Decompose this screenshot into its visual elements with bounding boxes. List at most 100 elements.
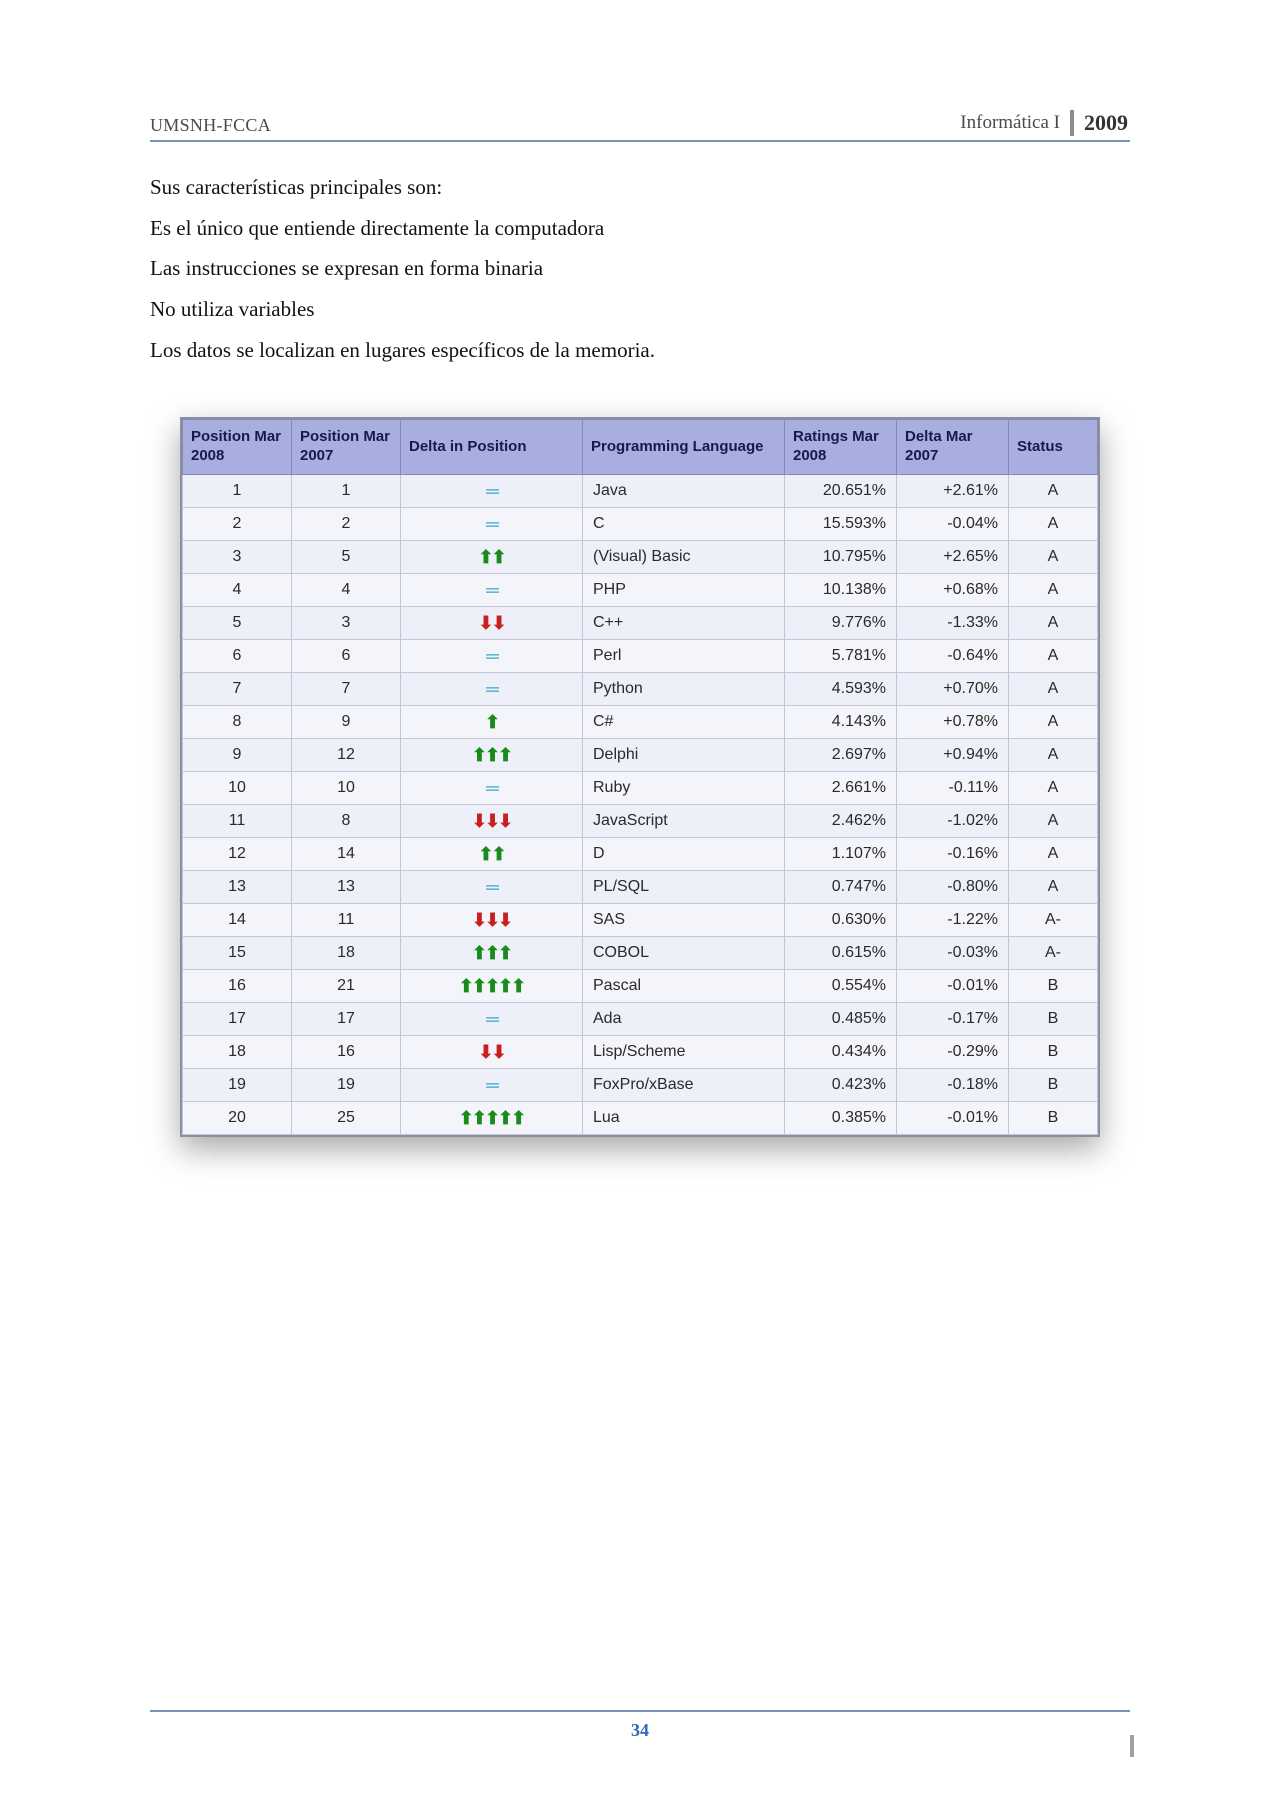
cell-ratings: 2.697% bbox=[785, 738, 897, 771]
cell-status: A bbox=[1009, 507, 1098, 540]
cell-position-2008: 20 bbox=[183, 1101, 292, 1134]
cell-language: Pascal bbox=[583, 969, 785, 1002]
arrow-up-icon: ⬆⬆⬆ bbox=[472, 943, 511, 963]
arrow-up-icon: ⬆⬆ bbox=[478, 844, 504, 864]
cell-ratings: 0.385% bbox=[785, 1101, 897, 1134]
rankings-table-container: Position Mar 2008 Position Mar 2007 Delt… bbox=[180, 417, 1100, 1137]
table-head: Position Mar 2008 Position Mar 2007 Delt… bbox=[183, 420, 1098, 475]
table-row: 2025⬆⬆⬆⬆⬆Lua0.385%-0.01%B bbox=[183, 1101, 1098, 1134]
equals-icon: ═ bbox=[486, 778, 497, 798]
cell-delta-rating: +0.94% bbox=[897, 738, 1009, 771]
cell-status: A bbox=[1009, 573, 1098, 606]
cell-delta-position: ═ bbox=[401, 474, 583, 507]
cell-delta-rating: -0.04% bbox=[897, 507, 1009, 540]
cell-delta-rating: -0.11% bbox=[897, 771, 1009, 804]
equals-icon: ═ bbox=[486, 481, 497, 501]
cell-delta-position: ═ bbox=[401, 639, 583, 672]
cell-position-2008: 6 bbox=[183, 639, 292, 672]
cell-position-2007: 1 bbox=[292, 474, 401, 507]
cell-position-2007: 18 bbox=[292, 936, 401, 969]
cell-delta-position: ⬆⬆⬆ bbox=[401, 738, 583, 771]
col-header-delta-position: Delta in Position bbox=[401, 420, 583, 475]
col-header-language: Programming Language bbox=[583, 420, 785, 475]
cell-status: B bbox=[1009, 969, 1098, 1002]
cell-position-2008: 8 bbox=[183, 705, 292, 738]
cell-position-2008: 2 bbox=[183, 507, 292, 540]
table-row: 66═Perl5.781%-0.64%A bbox=[183, 639, 1098, 672]
cell-position-2008: 12 bbox=[183, 837, 292, 870]
cell-ratings: 9.776% bbox=[785, 606, 897, 639]
cell-ratings: 10.795% bbox=[785, 540, 897, 573]
cell-status: A bbox=[1009, 804, 1098, 837]
cell-ratings: 5.781% bbox=[785, 639, 897, 672]
cell-position-2007: 13 bbox=[292, 870, 401, 903]
col-header-status: Status bbox=[1009, 420, 1098, 475]
table-body: 11═Java20.651%+2.61%A22═C15.593%-0.04%A3… bbox=[183, 474, 1098, 1134]
cell-position-2008: 14 bbox=[183, 903, 292, 936]
table-row: 1717═Ada0.485%-0.17%B bbox=[183, 1002, 1098, 1035]
cell-delta-position: ⬆⬆⬆ bbox=[401, 936, 583, 969]
table-row: 1919═FoxPro/xBase0.423%-0.18%B bbox=[183, 1068, 1098, 1101]
cell-ratings: 0.485% bbox=[785, 1002, 897, 1035]
cell-status: A- bbox=[1009, 903, 1098, 936]
equals-icon: ═ bbox=[486, 646, 497, 666]
equals-icon: ═ bbox=[486, 580, 497, 600]
arrow-up-icon: ⬆ bbox=[485, 712, 498, 732]
arrow-up-icon: ⬆⬆⬆⬆⬆ bbox=[459, 1108, 524, 1128]
arrow-down-icon: ⬇⬇ bbox=[478, 1042, 504, 1062]
cell-position-2007: 6 bbox=[292, 639, 401, 672]
cell-status: B bbox=[1009, 1101, 1098, 1134]
cell-ratings: 0.554% bbox=[785, 969, 897, 1002]
cell-position-2008: 1 bbox=[183, 474, 292, 507]
cell-delta-rating: -1.33% bbox=[897, 606, 1009, 639]
cell-delta-rating: +2.61% bbox=[897, 474, 1009, 507]
table-row: 22═C15.593%-0.04%A bbox=[183, 507, 1098, 540]
paragraph: Los datos se localizan en lugares especí… bbox=[150, 333, 1130, 368]
cell-status: A- bbox=[1009, 936, 1098, 969]
page-number: 34 bbox=[631, 1720, 649, 1740]
cell-delta-rating: +0.68% bbox=[897, 573, 1009, 606]
table-row: 1518⬆⬆⬆COBOL0.615%-0.03%A- bbox=[183, 936, 1098, 969]
arrow-down-icon: ⬇⬇⬇ bbox=[472, 910, 511, 930]
cell-status: A bbox=[1009, 705, 1098, 738]
cell-delta-rating: -1.22% bbox=[897, 903, 1009, 936]
cell-delta-rating: -0.01% bbox=[897, 969, 1009, 1002]
cell-status: A bbox=[1009, 672, 1098, 705]
cell-delta-position: ⬆⬆ bbox=[401, 540, 583, 573]
cell-delta-rating: -0.16% bbox=[897, 837, 1009, 870]
cell-position-2007: 9 bbox=[292, 705, 401, 738]
cell-delta-position: ═ bbox=[401, 1068, 583, 1101]
col-header-position-2007: Position Mar 2007 bbox=[292, 420, 401, 475]
table-row: 1313═PL/SQL0.747%-0.80%A bbox=[183, 870, 1098, 903]
cell-delta-rating: -0.80% bbox=[897, 870, 1009, 903]
cell-status: B bbox=[1009, 1035, 1098, 1068]
cell-position-2008: 9 bbox=[183, 738, 292, 771]
cell-position-2007: 11 bbox=[292, 903, 401, 936]
cell-status: A bbox=[1009, 870, 1098, 903]
arrow-up-icon: ⬆⬆⬆ bbox=[472, 745, 511, 765]
cell-delta-position: ⬆⬆⬆⬆⬆ bbox=[401, 969, 583, 1002]
cell-position-2007: 8 bbox=[292, 804, 401, 837]
cell-position-2007: 5 bbox=[292, 540, 401, 573]
table-row: 1816⬇⬇Lisp/Scheme0.434%-0.29%B bbox=[183, 1035, 1098, 1068]
paragraph: Las instrucciones se expresan en forma b… bbox=[150, 251, 1130, 286]
paragraph: Es el único que entiende directamente la… bbox=[150, 211, 1130, 246]
cell-language: PL/SQL bbox=[583, 870, 785, 903]
cell-delta-position: ⬆ bbox=[401, 705, 583, 738]
table-row: 1214⬆⬆D1.107%-0.16%A bbox=[183, 837, 1098, 870]
cell-delta-position: ⬇⬇ bbox=[401, 1035, 583, 1068]
cell-position-2007: 14 bbox=[292, 837, 401, 870]
cell-position-2007: 17 bbox=[292, 1002, 401, 1035]
cell-position-2007: 19 bbox=[292, 1068, 401, 1101]
cell-position-2008: 18 bbox=[183, 1035, 292, 1068]
cell-ratings: 1.107% bbox=[785, 837, 897, 870]
cell-delta-rating: +0.70% bbox=[897, 672, 1009, 705]
cell-delta-rating: -1.02% bbox=[897, 804, 1009, 837]
arrow-up-icon: ⬆⬆ bbox=[478, 547, 504, 567]
cell-delta-position: ═ bbox=[401, 870, 583, 903]
table-row: 89⬆C#4.143%+0.78%A bbox=[183, 705, 1098, 738]
cell-language: PHP bbox=[583, 573, 785, 606]
cell-language: (Visual) Basic bbox=[583, 540, 785, 573]
cell-status: A bbox=[1009, 738, 1098, 771]
cell-position-2007: 2 bbox=[292, 507, 401, 540]
